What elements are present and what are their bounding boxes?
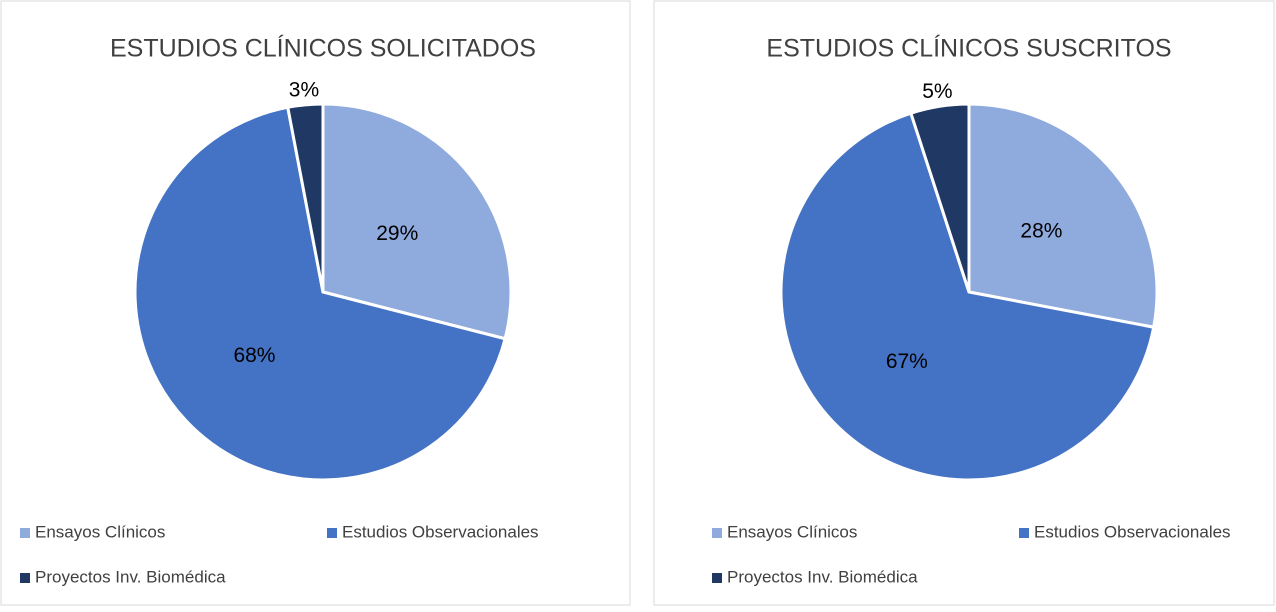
pie-slice [286, 102, 325, 293]
legend-label: Ensayos Clínicos [35, 522, 165, 541]
pie-slice [321, 102, 513, 341]
pie-slice [133, 105, 507, 482]
pie-slice [779, 111, 1156, 482]
legend-label: Proyectos Inv. Biomédica [35, 567, 226, 586]
data-label: 28% [1020, 220, 1062, 243]
legend-label: Estudios Observacionales [342, 522, 539, 541]
legend-swatch [1019, 528, 1029, 538]
legend-swatch [20, 573, 30, 583]
legend-swatch [712, 573, 722, 583]
pie-slice [909, 102, 971, 293]
panel-border [0, 0, 631, 606]
data-label: 3% [289, 78, 319, 101]
legend-swatch [712, 528, 722, 538]
legend-swatch [327, 528, 337, 538]
panel-border [653, 0, 1275, 606]
chart-title: ESTUDIOS CLÍNICOS SOLICITADOS [110, 34, 536, 63]
data-label: 5% [922, 80, 952, 103]
chart-title: ESTUDIOS CLÍNICOS SUSCRITOS [766, 34, 1171, 63]
legend-label: Estudios Observacionales [1034, 522, 1231, 541]
pie-slice [967, 102, 1159, 329]
legend-swatch [20, 528, 30, 538]
data-label: 29% [376, 222, 418, 245]
legend-label: Proyectos Inv. Biomédica [727, 567, 918, 586]
data-label: 67% [886, 350, 928, 373]
legend-label: Ensayos Clínicos [727, 522, 857, 541]
data-label: 68% [233, 344, 275, 367]
